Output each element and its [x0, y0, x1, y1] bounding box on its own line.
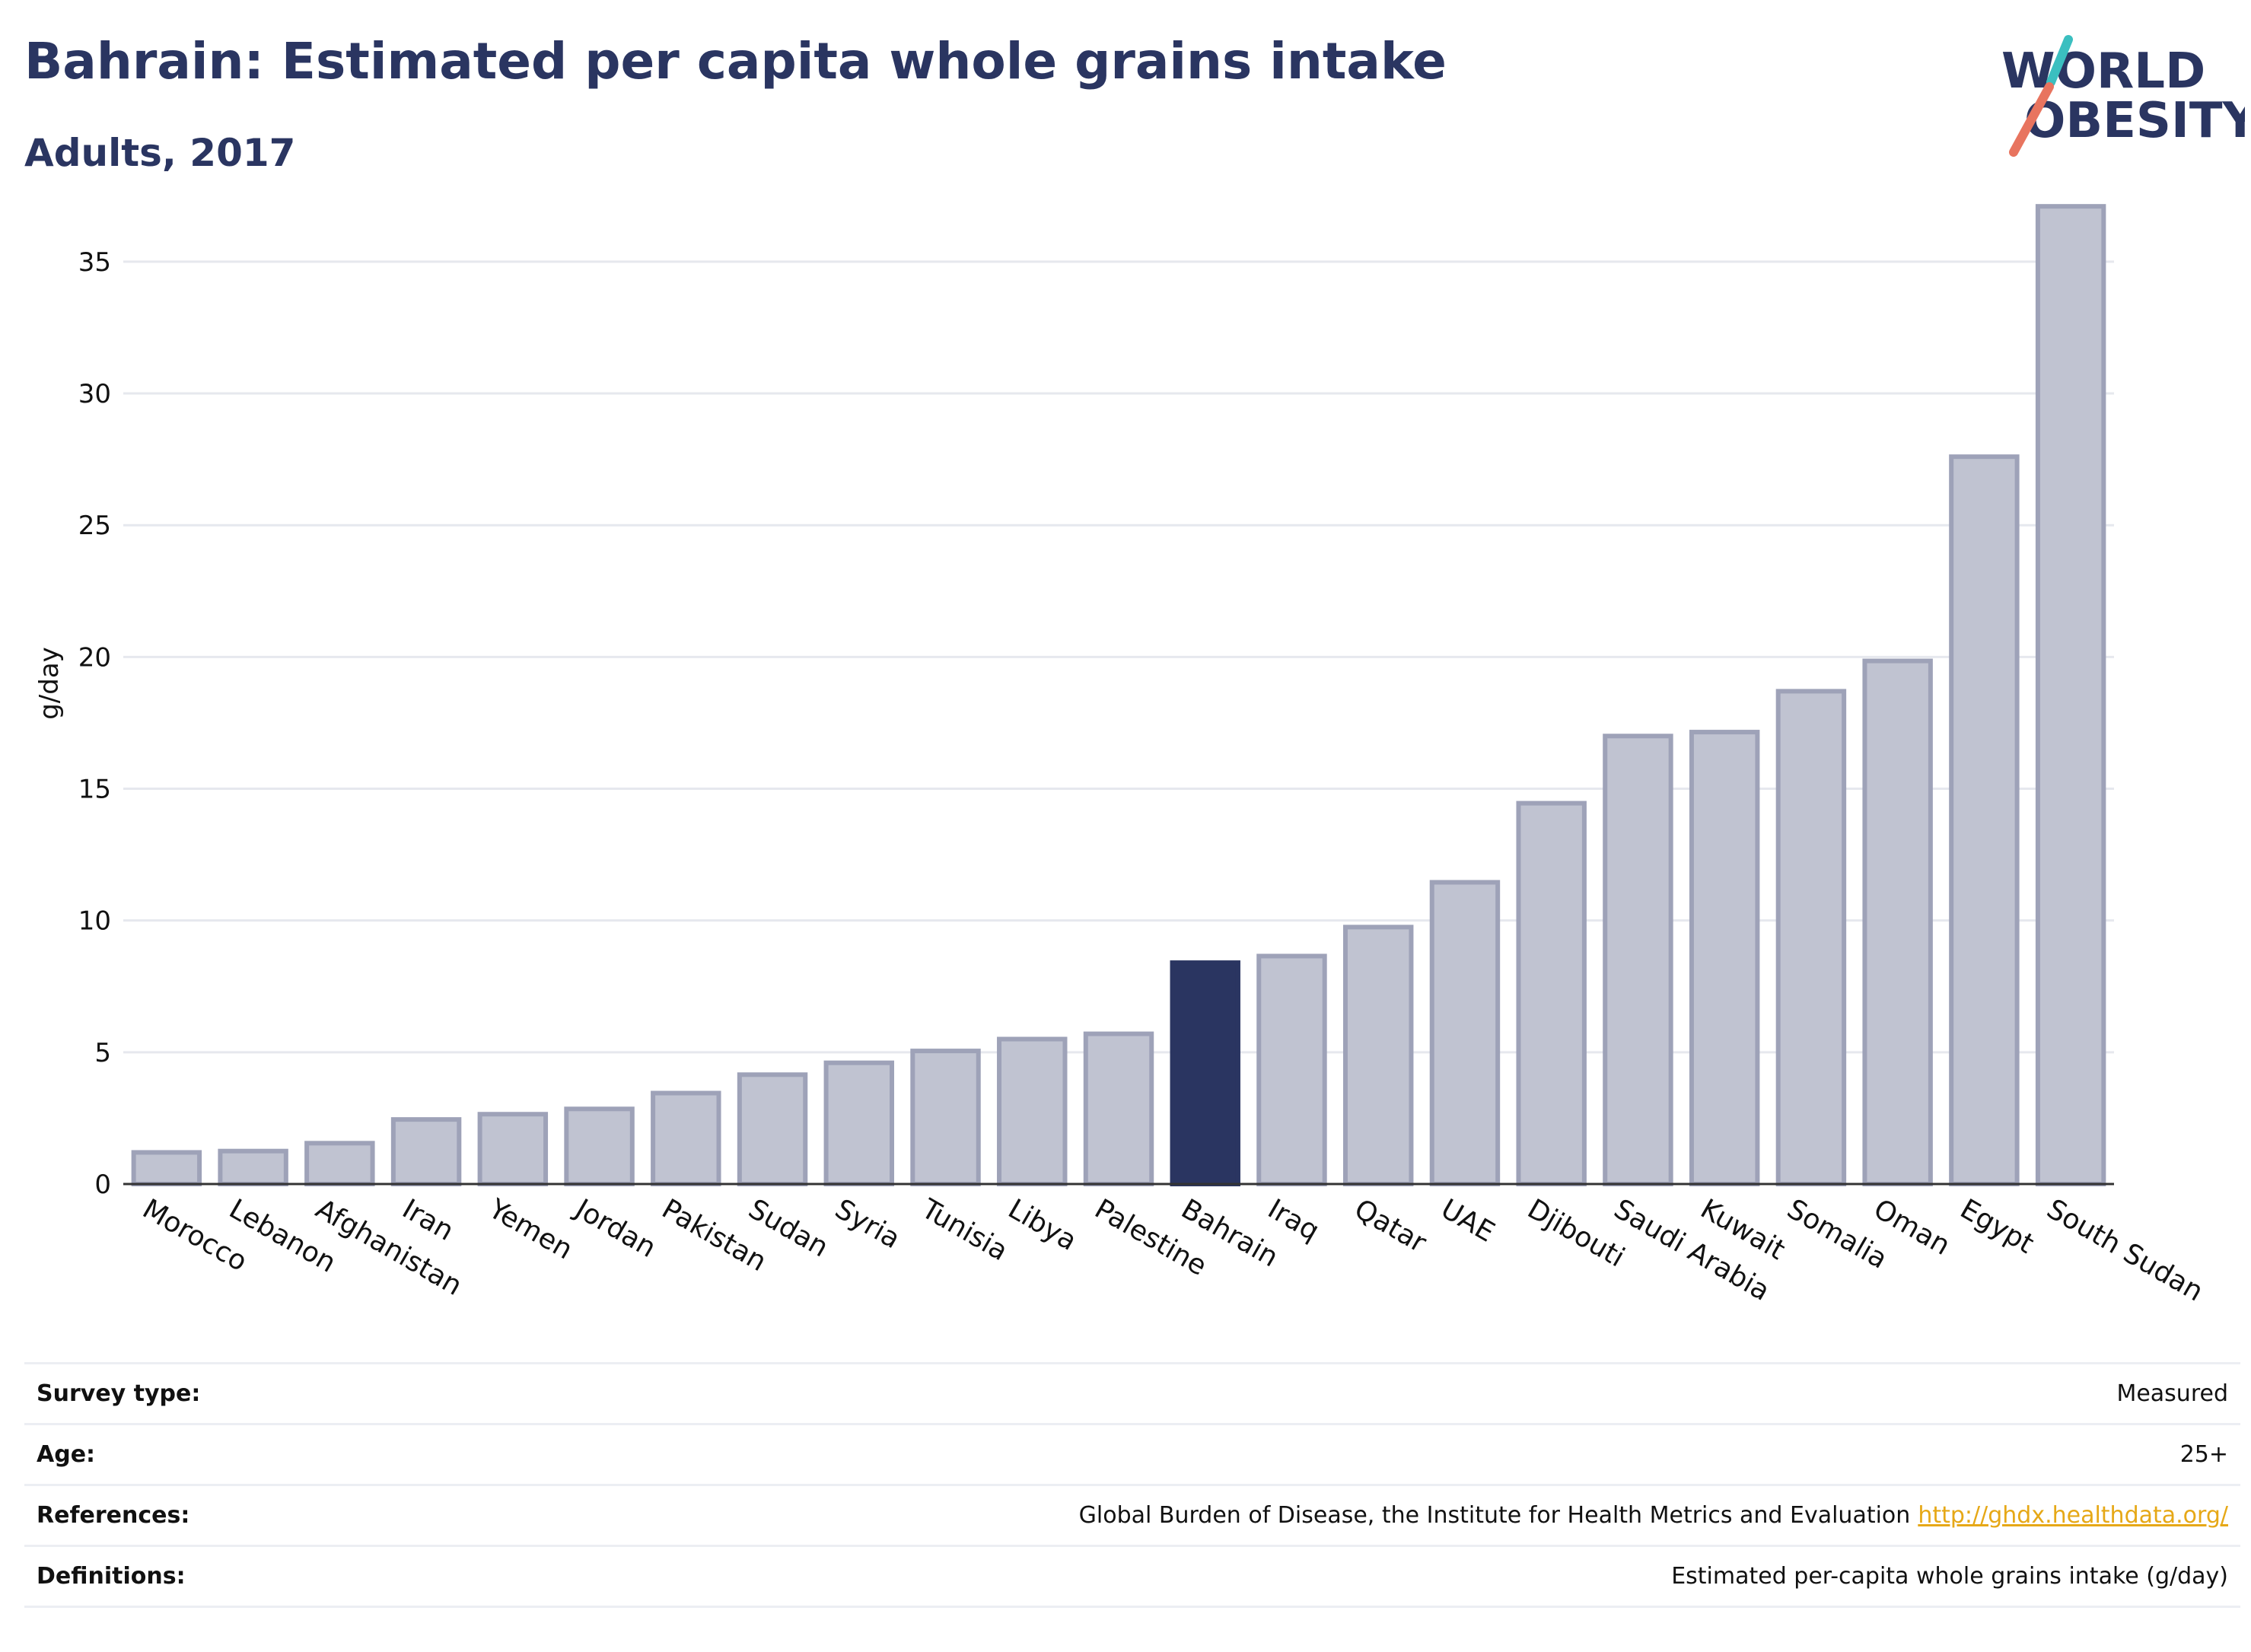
- x-tick-label: Egypt: [1955, 1193, 2039, 1259]
- bar-palestine: [1083, 1031, 1154, 1186]
- bar-saudi-arabia: [1603, 734, 1673, 1186]
- info-value-references: Global Burden of Disease, the Institute …: [1079, 1502, 2228, 1529]
- info-label: Definitions:: [37, 1563, 186, 1590]
- logo-word-world: WORLD: [2001, 43, 2205, 100]
- y-tick-label: 20: [78, 642, 111, 673]
- y-tick-label: 5: [94, 1038, 111, 1068]
- info-value: Estimated per-capita whole grains intake…: [1671, 1563, 2228, 1590]
- info-row-survey-type: Survey type: Measured: [24, 1364, 2240, 1425]
- bar-djibouti: [1516, 801, 1587, 1187]
- x-tick-label: UAE: [1435, 1193, 1499, 1248]
- bar-libya: [997, 1036, 1068, 1187]
- info-label: Survey type:: [37, 1380, 201, 1407]
- y-tick-label: 25: [78, 511, 111, 541]
- y-tick-label: 30: [78, 379, 111, 409]
- bar-oman: [1862, 658, 1933, 1186]
- y-tick-label: 15: [78, 775, 111, 805]
- x-tick-label: Djibouti: [1522, 1193, 1629, 1273]
- y-tick-label: 0: [94, 1170, 111, 1200]
- info-row-age: Age: 25+: [24, 1425, 2240, 1486]
- reference-link[interactable]: http://ghdx.healthdata.org/: [1918, 1502, 2228, 1529]
- bar-afghanistan: [304, 1141, 375, 1186]
- bar-syria: [823, 1060, 895, 1186]
- info-value: 25+: [2179, 1441, 2228, 1468]
- x-tick-label: South Sudan: [2042, 1193, 2208, 1307]
- y-tick-label: 35: [78, 247, 111, 278]
- world-obesity-logo: WORLD OBESITY: [2001, 35, 2245, 157]
- logo-slash-teal: [2046, 35, 2073, 87]
- bar-lebanon: [218, 1148, 288, 1187]
- bar-yemen: [477, 1112, 549, 1186]
- bar-kuwait: [1689, 730, 1760, 1186]
- info-row-definitions: Definitions: Estimated per-capita whole …: [24, 1547, 2240, 1608]
- info-label: Age:: [37, 1441, 96, 1468]
- x-tick-label: Syria: [829, 1193, 905, 1255]
- logo-slash-coral: [2009, 82, 2054, 157]
- bar-somalia: [1775, 689, 1847, 1186]
- chart-subtitle: Adults, 2017: [24, 131, 296, 175]
- info-table: Survey type: Measured Age: 25+ Reference…: [24, 1362, 2240, 1608]
- x-tick-label: Tunisia: [915, 1193, 1013, 1267]
- bar-pakistan: [651, 1090, 721, 1186]
- info-label: References:: [37, 1502, 190, 1529]
- bars: [131, 204, 2106, 1187]
- x-tick-label: Jordan: [568, 1192, 661, 1264]
- y-axis-label: g/day: [34, 647, 65, 720]
- bar-south-sudan: [2035, 204, 2106, 1186]
- bar-iran: [390, 1117, 462, 1186]
- x-tick-label: Qatar: [1349, 1193, 1431, 1259]
- info-row-references: References: Global Burden of Disease, th…: [24, 1486, 2240, 1547]
- y-tick-label: 10: [78, 906, 111, 937]
- x-tick-label: Somalia: [1781, 1193, 1892, 1275]
- x-tick-label: Libya: [1003, 1193, 1082, 1257]
- bar-egypt: [1949, 454, 2020, 1186]
- reference-text: Global Burden of Disease, the Institute …: [1078, 1502, 1911, 1529]
- bar-morocco: [131, 1150, 202, 1187]
- bar-jordan: [564, 1106, 635, 1187]
- bar-qatar: [1342, 925, 1414, 1187]
- bar-uae: [1429, 880, 1501, 1186]
- bar-tunisia: [910, 1049, 981, 1186]
- x-tick-label: Yemen: [482, 1193, 578, 1266]
- bar-iraq: [1256, 953, 1327, 1187]
- info-value: Measured: [2116, 1380, 2228, 1407]
- y-axis-ticks: 0 5 10 15 20 25 30 35: [78, 247, 111, 1200]
- chart-title: Bahrain: Estimated per capita whole grai…: [24, 32, 1447, 91]
- logo-word-obesity: OBESITY: [2024, 93, 2245, 149]
- bar-chart: 0 5 10 15 20 25 30 35 MoroccoLebanonAfghanistan…: [34, 204, 2208, 1308]
- bar-sudan: [737, 1072, 808, 1186]
- bar-bahrain: [1170, 960, 1240, 1186]
